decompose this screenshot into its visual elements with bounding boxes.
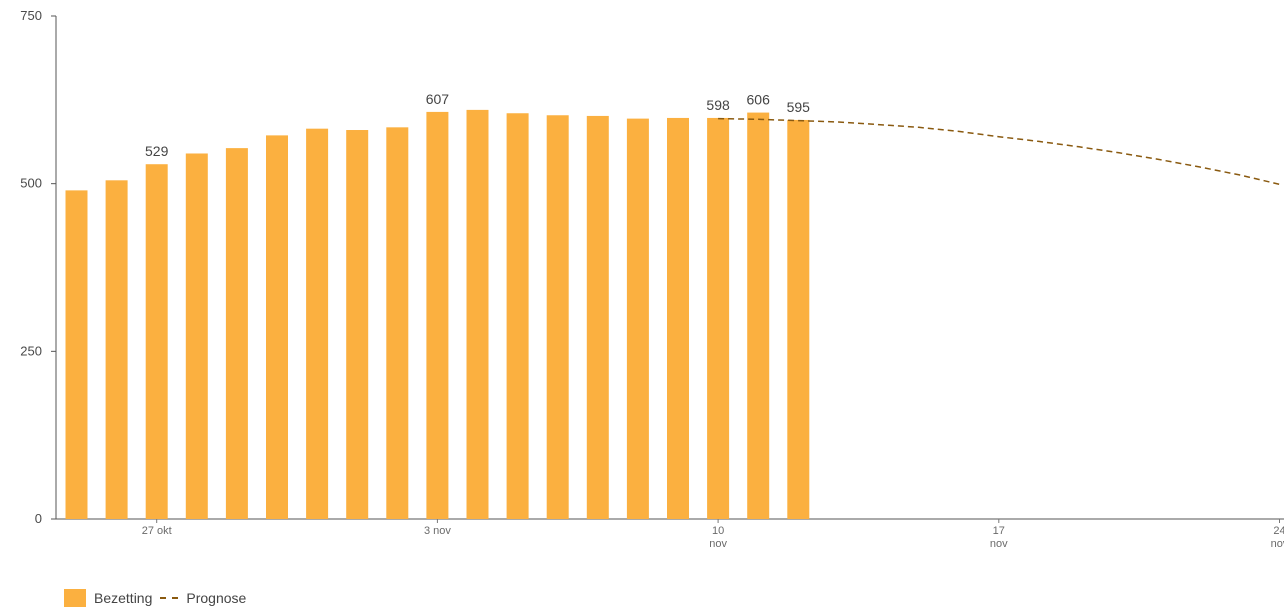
y-tick-label: 500 xyxy=(20,176,42,191)
bar-2024-11-11[interactable] xyxy=(747,112,770,520)
bar-series-bezetting xyxy=(65,109,810,520)
line-series-prognose xyxy=(718,117,1280,186)
bar-2024-10-28[interactable] xyxy=(185,153,208,519)
x-tick-label: 10 nov xyxy=(709,525,727,550)
bar-2024-10-29[interactable] xyxy=(225,148,248,519)
bar-2024-11-09[interactable] xyxy=(667,117,689,519)
x-tick-label: 24nov xyxy=(1271,525,1284,550)
data-label-2024-11-10: 598 xyxy=(706,97,730,113)
bar-2024-10-27[interactable] xyxy=(145,164,168,519)
bar-2024-11-07[interactable] xyxy=(586,115,609,520)
x-tick-label: 3 nov xyxy=(424,525,451,537)
y-tick-label: 750 xyxy=(20,8,42,23)
bar-2024-10-30[interactable] xyxy=(266,135,288,519)
legend-item-bezetting[interactable]: Bezetting xyxy=(64,589,152,607)
data-labels: 529 607 598 606 595 xyxy=(145,91,810,159)
bar-2024-11-05[interactable] xyxy=(506,113,529,519)
bar-2024-11-03[interactable] xyxy=(426,111,449,519)
data-label-2024-10-27: 529 xyxy=(145,143,169,159)
data-label-2024-11-12: 595 xyxy=(787,99,811,115)
bar-2024-11-04[interactable] xyxy=(466,109,489,519)
bar-2024-10-26[interactable] xyxy=(105,180,128,519)
bar-2024-11-12[interactable] xyxy=(787,119,810,519)
bar-2024-11-01[interactable] xyxy=(346,130,369,519)
y-tick-label: 250 xyxy=(20,343,42,358)
prognose-line[interactable] xyxy=(718,117,1280,186)
x-tick-label: 17 nov xyxy=(990,525,1008,550)
legend-item-prognose[interactable]: Prognose xyxy=(160,590,246,606)
bar-2024-10-31[interactable] xyxy=(306,128,329,519)
data-label-2024-11-11: 606 xyxy=(747,92,771,108)
x-tick-label: 27 okt xyxy=(142,525,172,537)
bar-2024-11-10[interactable] xyxy=(707,117,730,519)
legend-label-prognose: Prognose xyxy=(186,590,247,606)
bar-2024-10-25[interactable] xyxy=(65,190,88,519)
legend: Bezetting Prognose xyxy=(64,589,254,607)
bar-2024-11-06[interactable] xyxy=(546,115,569,519)
legend-label-bezetting: Bezetting xyxy=(94,590,153,606)
bar-2024-11-02[interactable] xyxy=(386,127,409,520)
bar-2024-11-08[interactable] xyxy=(626,118,649,519)
data-label-2024-11-03: 607 xyxy=(426,91,450,107)
legend-swatch-bezetting xyxy=(64,589,86,607)
y-tick-label: 0 xyxy=(35,511,42,526)
legend-dash-prognose xyxy=(160,597,179,599)
